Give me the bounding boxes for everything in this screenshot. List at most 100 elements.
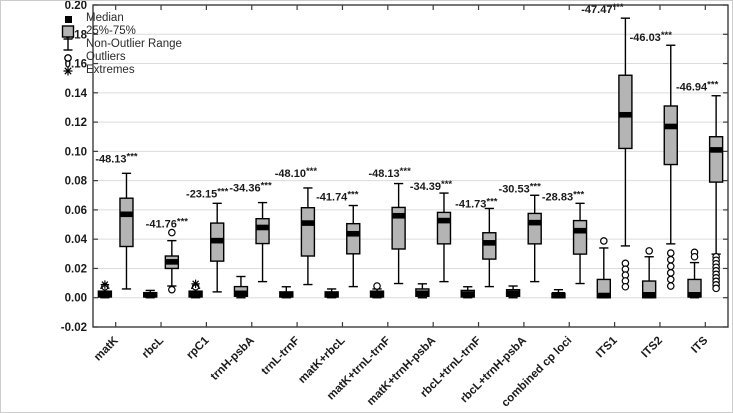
outlier-point bbox=[712, 284, 720, 293]
outlier-point bbox=[373, 282, 381, 290]
outlier-point bbox=[168, 228, 176, 237]
y-tick-label: 0.02 bbox=[65, 263, 87, 275]
median-band bbox=[119, 211, 133, 218]
annotation: -30.53*** bbox=[499, 181, 542, 195]
whisker-range-icon bbox=[58, 38, 78, 51]
median-band bbox=[392, 212, 406, 219]
quartile-box-right bbox=[708, 136, 724, 183]
y-tick-label: 0.20 bbox=[65, 1, 87, 12]
y-tick-label: 0.08 bbox=[65, 176, 88, 188]
legend-label: Non-Outlier Range bbox=[86, 38, 182, 50]
annotation: -41.76*** bbox=[146, 216, 189, 230]
quartile-box-right bbox=[300, 207, 316, 257]
annotation: -34.39*** bbox=[410, 179, 453, 193]
median-band bbox=[618, 111, 632, 118]
median-band bbox=[210, 237, 224, 244]
median-band bbox=[98, 291, 112, 297]
median-band bbox=[189, 291, 203, 297]
outlier-circle-icon bbox=[58, 52, 78, 64]
chart-legend: Median 25%-75% Non-Outlier Range Outlier… bbox=[58, 12, 182, 77]
outlier-point bbox=[666, 282, 675, 290]
annotation: -34.36*** bbox=[229, 181, 272, 195]
annotation: -48.10*** bbox=[275, 166, 318, 180]
y-tick-label: 0.00 bbox=[65, 293, 87, 305]
median-band bbox=[234, 290, 248, 297]
extreme-asterisk-icon bbox=[58, 65, 78, 77]
median-band bbox=[346, 230, 360, 237]
median-band bbox=[573, 227, 587, 234]
annotation: -46.03*** bbox=[630, 30, 673, 44]
median-band bbox=[482, 240, 496, 246]
quartile-box-right bbox=[618, 74, 633, 150]
outlier-point bbox=[666, 269, 675, 277]
y-tick-label: 0.04 bbox=[65, 234, 88, 246]
median-band bbox=[506, 290, 520, 297]
x-axis-label: ITS1 bbox=[594, 334, 620, 360]
quartile-box-icon bbox=[58, 25, 78, 38]
y-tick-label: 0.06 bbox=[65, 205, 87, 217]
legend-item-outliers: Outliers bbox=[58, 51, 182, 64]
y-tick-label: 0.14 bbox=[65, 88, 88, 100]
median-band bbox=[143, 292, 157, 298]
median-band bbox=[256, 224, 270, 231]
legend-item-extremes: Extremes bbox=[58, 64, 182, 77]
median-band bbox=[461, 291, 475, 297]
median-band bbox=[370, 291, 384, 297]
outlier-point bbox=[168, 285, 176, 294]
median-band bbox=[165, 259, 179, 265]
y-tick-label: 0.12 bbox=[65, 117, 87, 129]
x-axis-label: rbcL bbox=[140, 335, 166, 361]
annotation: -48.13*** bbox=[368, 166, 411, 180]
median-band bbox=[664, 123, 678, 130]
y-tick-label: -0.02 bbox=[61, 322, 87, 334]
x-axis-label: ITS2 bbox=[639, 335, 665, 361]
plot-border bbox=[92, 4, 729, 328]
quartile-box-right bbox=[255, 217, 270, 245]
median-band bbox=[551, 292, 565, 298]
outlier-point bbox=[666, 275, 675, 284]
median-band bbox=[528, 219, 542, 226]
legend-label: Median bbox=[86, 12, 124, 24]
outlier-point bbox=[666, 249, 675, 257]
median-band bbox=[597, 292, 611, 299]
quartile-box-right bbox=[663, 105, 678, 166]
annotation: -23.15*** bbox=[186, 186, 229, 200]
x-axis-label: ITS bbox=[689, 334, 710, 355]
outlier-point bbox=[600, 237, 608, 245]
quartile-box-right bbox=[346, 222, 361, 255]
annotation: -41.73*** bbox=[455, 197, 498, 211]
x-axis-label: trnL-trnF bbox=[259, 335, 302, 378]
median-band bbox=[301, 220, 315, 226]
extreme-point bbox=[191, 279, 200, 289]
median-band bbox=[279, 292, 293, 298]
quartile-box-right bbox=[119, 197, 134, 248]
x-axis-label: matK bbox=[92, 334, 121, 363]
quartile-box-right bbox=[436, 211, 452, 245]
outlier-point bbox=[666, 262, 675, 271]
legend-label: Outliers bbox=[86, 51, 126, 63]
median-band bbox=[709, 147, 723, 153]
legend-item-quartile-box: 25%-75% bbox=[58, 25, 182, 38]
median-band bbox=[415, 290, 429, 297]
outlier-point bbox=[645, 247, 653, 255]
extreme-point bbox=[100, 280, 110, 289]
annotation: -46.94*** bbox=[676, 80, 719, 94]
median-band bbox=[642, 292, 656, 298]
legend-item-median: Median bbox=[58, 12, 182, 25]
y-tick-label: 0.10 bbox=[65, 146, 87, 158]
median-band bbox=[437, 217, 451, 224]
outlier-point bbox=[666, 255, 675, 264]
annotation: -28.83*** bbox=[542, 189, 585, 203]
annotation: -48.13*** bbox=[95, 151, 138, 165]
legend-item-non-outlier-range: Non-Outlier Range bbox=[58, 38, 182, 51]
x-axis-label: rpC1 bbox=[185, 334, 212, 361]
annotation: -47.47*** bbox=[581, 2, 624, 16]
outlier-point bbox=[690, 252, 699, 261]
quartile-box-right bbox=[527, 212, 542, 245]
legend-label: 25%-75% bbox=[86, 25, 136, 37]
median-band bbox=[688, 292, 702, 298]
annotation: -41.74*** bbox=[316, 189, 359, 203]
median-band bbox=[325, 292, 339, 298]
